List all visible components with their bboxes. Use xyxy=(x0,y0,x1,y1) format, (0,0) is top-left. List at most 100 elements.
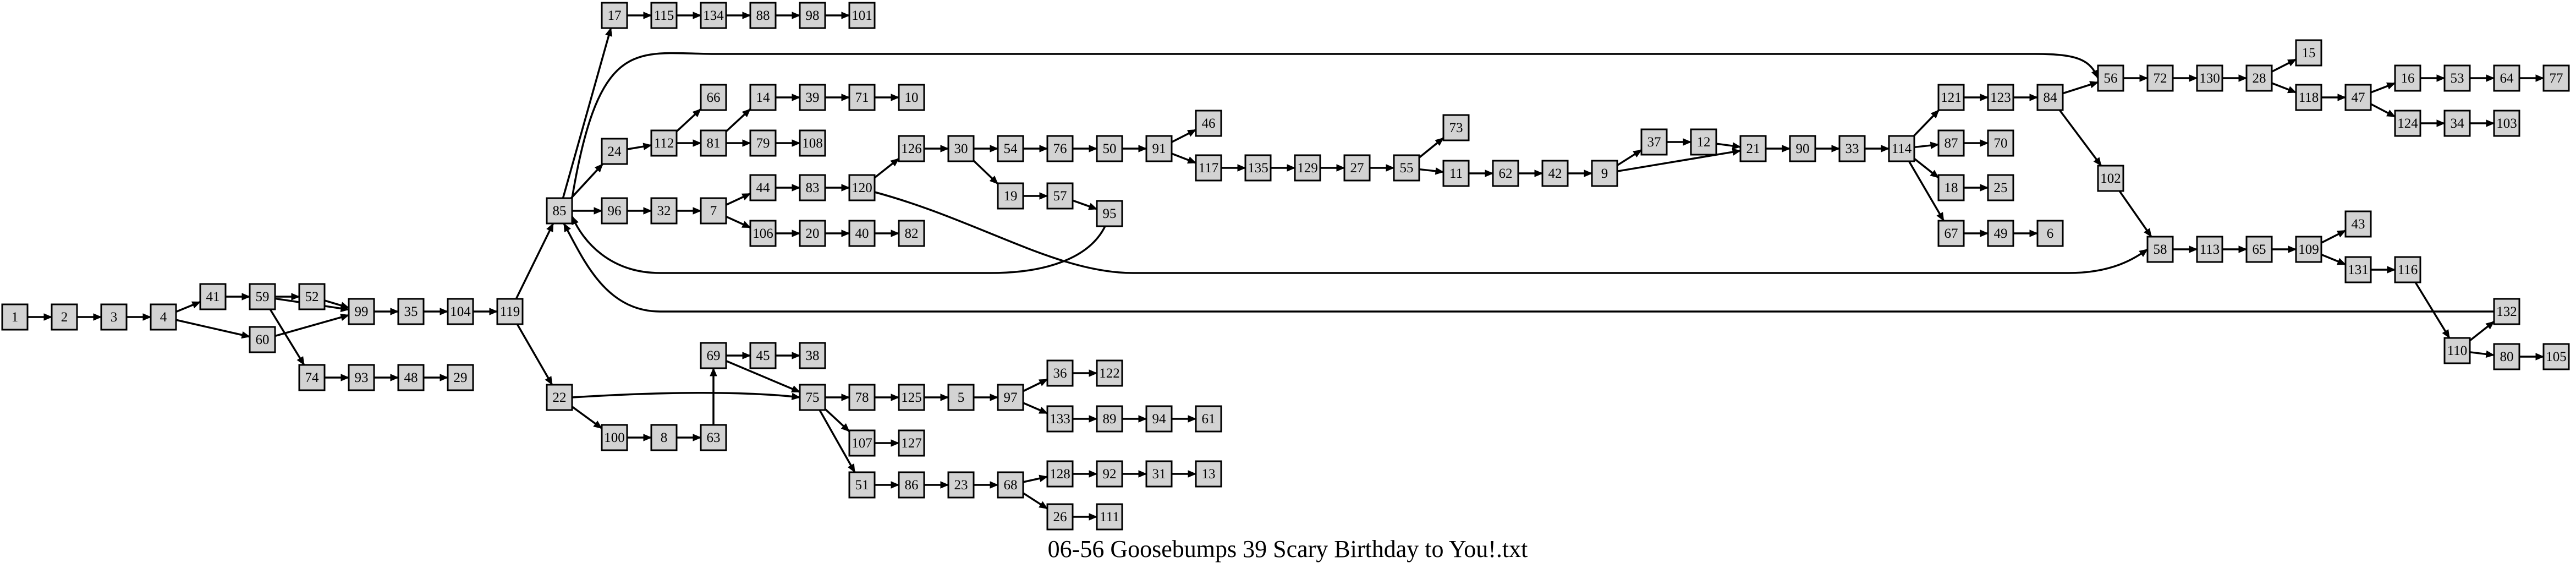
node-box xyxy=(1937,174,1965,201)
node-box xyxy=(749,129,777,157)
node-85: 85 xyxy=(546,197,573,225)
node-61: 61 xyxy=(1195,405,1222,433)
arrowhead xyxy=(2238,245,2248,253)
node-box xyxy=(2097,165,2124,192)
node-box xyxy=(799,84,826,111)
node-93: 93 xyxy=(348,364,375,391)
node-box xyxy=(601,2,628,29)
node-18: 18 xyxy=(1937,174,1965,201)
node-label: 57 xyxy=(1053,189,1067,204)
node-label: 32 xyxy=(657,204,671,219)
edge-125-5 xyxy=(924,394,949,401)
arrowhead xyxy=(1336,164,1345,172)
node-100: 100 xyxy=(601,424,628,451)
node-label: 62 xyxy=(1499,166,1513,181)
edge-69-75 xyxy=(726,360,801,393)
edge-7-106 xyxy=(726,215,751,229)
arrowhead xyxy=(1584,170,1593,177)
node-114: 114 xyxy=(1888,135,1915,162)
node-label: 6 xyxy=(2047,226,2054,241)
node-66: 66 xyxy=(700,84,727,111)
node-label: 101 xyxy=(852,8,872,23)
arrowhead xyxy=(643,207,652,215)
node-label: 109 xyxy=(2298,242,2319,257)
edge-21-90 xyxy=(1766,145,1791,152)
node-box xyxy=(1987,84,2014,111)
node-label: 130 xyxy=(2199,71,2220,86)
node-label: 94 xyxy=(1152,412,1167,427)
arrowhead xyxy=(710,367,717,376)
node-109: 109 xyxy=(2295,236,2322,263)
edge-118-47 xyxy=(2321,94,2347,101)
edge-99-35 xyxy=(374,308,399,315)
edge-39-71 xyxy=(825,94,850,101)
node-25: 25 xyxy=(1987,174,2014,201)
node-label: 116 xyxy=(2398,263,2418,277)
edge-113-65 xyxy=(2222,245,2248,253)
arrowhead xyxy=(2029,230,2039,237)
node-label: 48 xyxy=(404,370,418,385)
edge-20-40 xyxy=(825,230,850,237)
edge-112-81 xyxy=(677,139,702,147)
edge-117-135 xyxy=(1221,164,1246,172)
node-56: 56 xyxy=(2097,64,2124,92)
node-box xyxy=(2295,39,2322,67)
node-64: 64 xyxy=(2493,64,2520,92)
edge-95-85 xyxy=(571,215,1106,274)
node-label: 1 xyxy=(12,310,19,325)
edge-37-12 xyxy=(1667,138,1692,146)
node-label: 72 xyxy=(2154,71,2167,86)
node-27: 27 xyxy=(1343,154,1371,182)
arrowhead xyxy=(1435,137,1444,146)
node-83: 83 xyxy=(799,174,826,201)
edge-36-122 xyxy=(1073,369,1098,377)
arrowhead xyxy=(891,230,900,237)
edge-30-19 xyxy=(973,160,999,185)
node-box xyxy=(898,135,925,162)
node-101: 101 xyxy=(848,2,876,29)
node-label: 131 xyxy=(2348,263,2369,277)
node-label: 121 xyxy=(1941,90,1962,105)
node-box xyxy=(848,471,876,499)
node-31: 31 xyxy=(1145,460,1173,488)
arrowhead xyxy=(1237,164,1246,172)
node-71: 71 xyxy=(848,84,876,111)
node-81: 81 xyxy=(700,129,727,157)
edge-19-57 xyxy=(1023,192,1048,200)
edge-134-88 xyxy=(726,12,751,19)
arrowhead xyxy=(890,158,899,167)
node-label: 82 xyxy=(905,226,919,241)
node-11: 11 xyxy=(1442,160,1470,187)
edge-5-97 xyxy=(974,394,999,401)
edge-114-18 xyxy=(1913,157,1940,179)
arrowhead xyxy=(2189,245,2198,253)
node-label: 33 xyxy=(1846,141,1859,156)
node-box xyxy=(1,303,29,331)
node-78: 78 xyxy=(848,384,876,411)
node-box xyxy=(2097,64,2124,92)
edge-124-34 xyxy=(2420,119,2446,127)
node-36: 36 xyxy=(1046,359,1074,387)
node-label: 60 xyxy=(256,332,270,347)
node-box xyxy=(1096,460,1123,488)
node-box xyxy=(2036,84,2064,111)
node-41: 41 xyxy=(199,283,227,310)
edge-80-105 xyxy=(2519,353,2545,361)
edge-91-117 xyxy=(1171,152,1197,164)
arrowhead xyxy=(841,230,850,237)
arrowhead xyxy=(2436,119,2446,127)
node-box xyxy=(2295,236,2322,263)
node-label: 10 xyxy=(905,90,919,105)
arrowhead xyxy=(1534,170,1544,177)
node-label: 87 xyxy=(1945,136,1958,151)
node-box xyxy=(2443,110,2471,137)
edge-81-79 xyxy=(726,139,751,147)
arrowhead xyxy=(940,394,949,401)
node-label: 43 xyxy=(2352,217,2365,232)
arrowhead xyxy=(841,12,850,19)
node-label: 112 xyxy=(654,136,674,151)
arrowhead xyxy=(990,481,999,489)
edge-104-119 xyxy=(473,308,498,315)
node-box xyxy=(1888,135,1915,162)
arrowhead xyxy=(693,434,702,441)
